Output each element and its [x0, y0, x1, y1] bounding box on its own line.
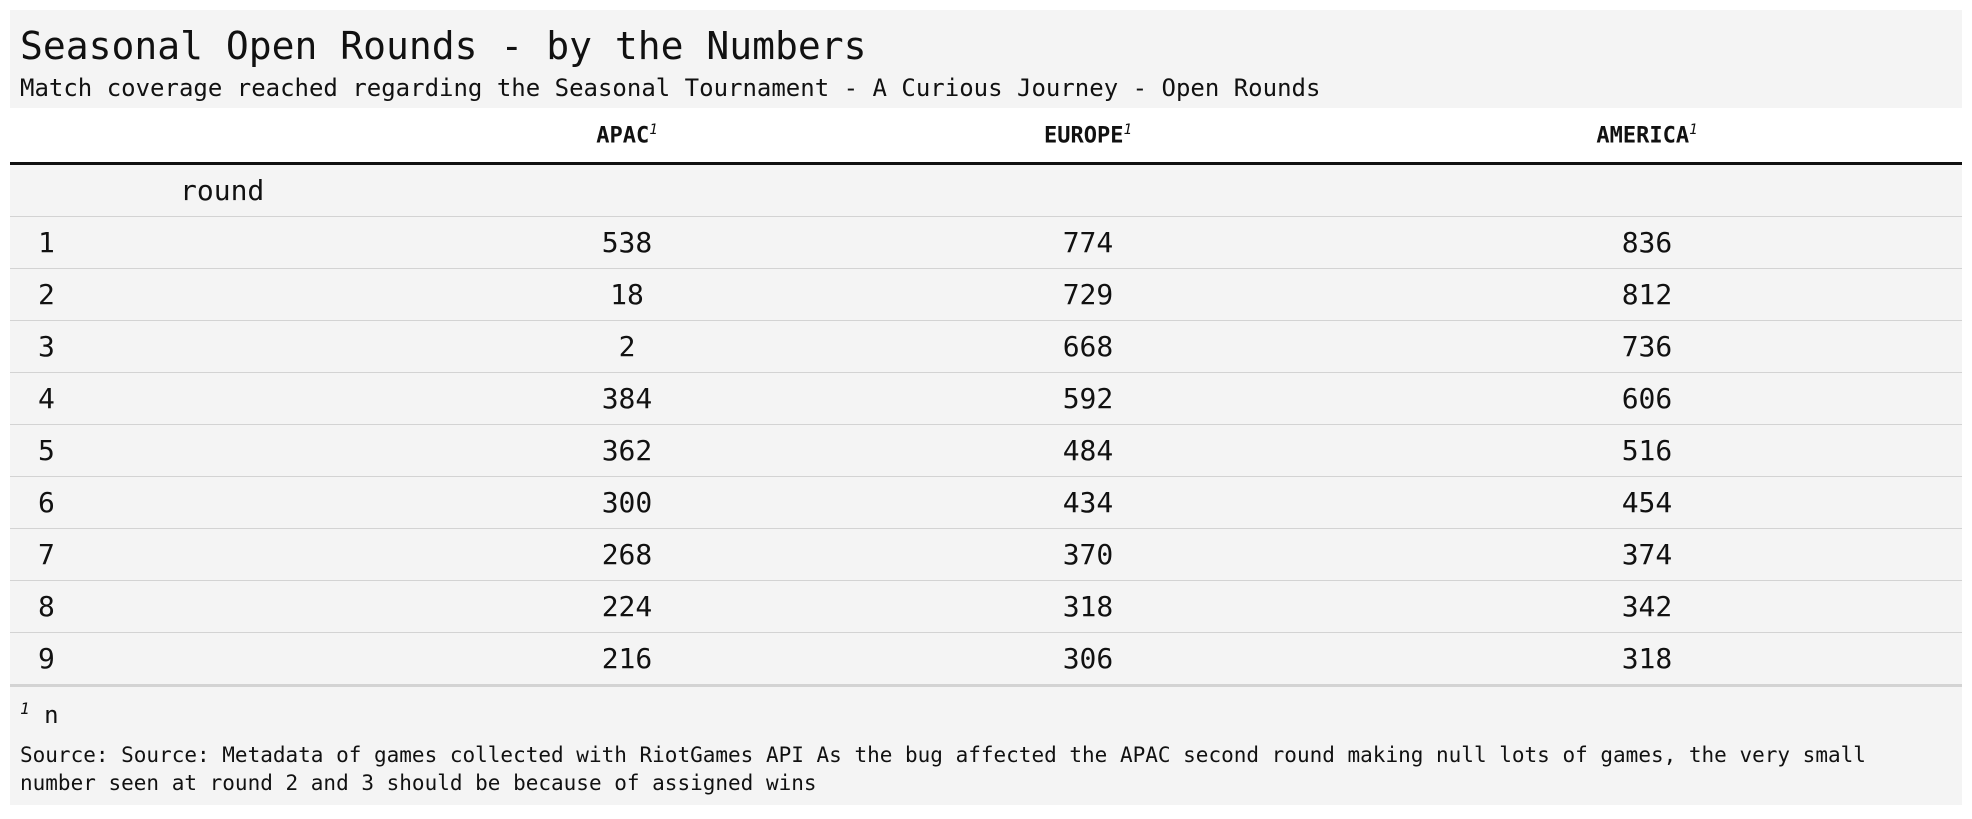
apac-value: 384 [410, 372, 844, 425]
apac-value: 18 [410, 268, 844, 321]
column-header-apac: APAC1 [410, 108, 844, 165]
table-row: 8 224 318 342 [10, 580, 1962, 633]
round-label: 5 [10, 424, 410, 477]
round-label: 1 [10, 216, 410, 269]
america-value: 374 [1332, 528, 1962, 581]
table-subtitle: Match coverage reached regarding the Sea… [20, 74, 1321, 102]
table-row: 1 538 774 836 [10, 216, 1962, 269]
america-value: 516 [1332, 424, 1962, 477]
apac-value: 300 [410, 476, 844, 529]
round-label: 7 [10, 528, 410, 581]
round-label: 3 [10, 320, 410, 373]
america-value: 454 [1332, 476, 1962, 529]
america-value: 836 [1332, 216, 1962, 269]
america-value: 812 [1332, 268, 1962, 321]
america-value: 342 [1332, 580, 1962, 633]
table-row: 9 216 306 318 [10, 632, 1962, 687]
table-row: 6 300 434 454 [10, 476, 1962, 529]
table-row: 7 268 370 374 [10, 528, 1962, 581]
apac-value: 2 [410, 320, 844, 373]
apac-value: 216 [410, 632, 844, 687]
apac-value: 362 [410, 424, 844, 477]
round-label: 4 [10, 372, 410, 425]
america-value: 606 [1332, 372, 1962, 425]
source-note: Source: Source: Metadata of games collec… [20, 743, 1866, 795]
column-header-america: AMERICA1 [1332, 108, 1962, 165]
america-value: 736 [1332, 320, 1962, 373]
table-row: 3 2 668 736 [10, 320, 1962, 373]
europe-value: 306 [844, 632, 1332, 687]
europe-value: 434 [844, 476, 1332, 529]
europe-value: 370 [844, 528, 1332, 581]
round-label: 8 [10, 580, 410, 633]
europe-value: 318 [844, 580, 1332, 633]
round-label: 6 [10, 476, 410, 529]
table-row: 5 362 484 516 [10, 424, 1962, 477]
footnote: 1 n [20, 699, 59, 729]
group-label: round [10, 163, 1962, 217]
europe-value: 484 [844, 424, 1332, 477]
europe-value: 668 [844, 320, 1332, 373]
apac-value: 224 [410, 580, 844, 633]
data-table: APAC1 EUROPE1 AMERICA1 round 1 538 774 836 2… [10, 108, 1962, 687]
table-header-block: Seasonal Open Rounds - by the Numbers Ma… [10, 10, 1962, 108]
table-row: 4 384 592 606 [10, 372, 1962, 425]
column-header-europe: EUROPE1 [844, 108, 1332, 165]
apac-value: 538 [410, 216, 844, 269]
europe-value: 774 [844, 216, 1332, 269]
column-header-row: APAC1 EUROPE1 AMERICA1 [10, 108, 1962, 165]
america-value: 318 [1332, 632, 1962, 687]
table-title: Seasonal Open Rounds - by the Numbers [20, 24, 867, 68]
table-row: 2 18 729 812 [10, 268, 1962, 321]
europe-value: 592 [844, 372, 1332, 425]
table-figure: Seasonal Open Rounds - by the Numbers Ma… [10, 10, 1962, 805]
round-label: 9 [10, 632, 410, 687]
group-row: round [10, 163, 1962, 217]
stub-header [10, 108, 410, 165]
table-footer: 1 n Source: Source: Metadata of games co… [10, 687, 1962, 805]
round-label: 2 [10, 268, 410, 321]
apac-value: 268 [410, 528, 844, 581]
europe-value: 729 [844, 268, 1332, 321]
